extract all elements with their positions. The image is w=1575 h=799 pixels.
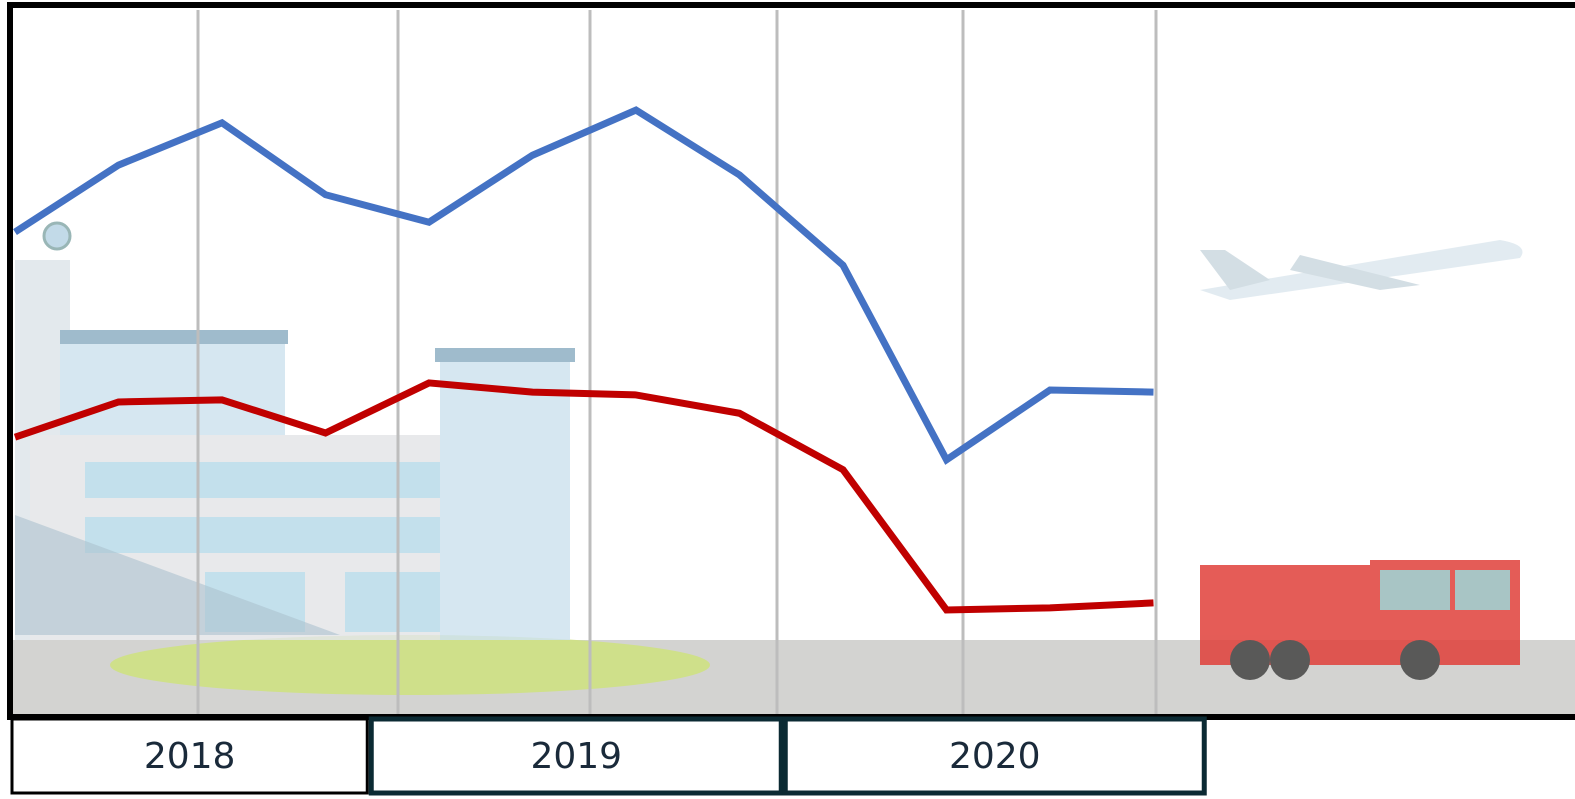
series-group: [13, 106, 1154, 614]
series-line: [13, 379, 1154, 614]
year-axis: 2018 2019 2020: [10, 716, 1207, 796]
year-box: [10, 717, 369, 795]
year-box: [368, 716, 784, 796]
airplane: [1200, 240, 1523, 300]
series-line: [13, 106, 1154, 465]
year-box: [782, 716, 1207, 796]
background-illustration: [10, 221, 1575, 716]
year-label: 2020: [949, 736, 1041, 777]
vertical-dividers: [196, 10, 1158, 716]
year-label: 2019: [530, 736, 622, 777]
year-label: 2018: [144, 736, 236, 777]
fire-truck: [1200, 560, 1520, 680]
terminal-building: [15, 221, 575, 640]
lawn: [110, 635, 710, 695]
